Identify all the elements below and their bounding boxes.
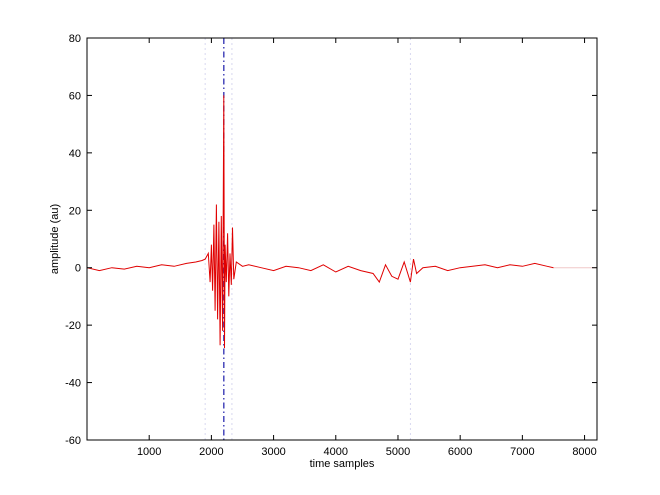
y-axis-label: amplitude (au)	[49, 204, 61, 274]
series-line-0	[86, 95, 554, 349]
x-tick-label-8000: 8000	[572, 446, 596, 458]
x-tick-label-1000: 1000	[137, 446, 161, 458]
y-tick-label-20: 20	[69, 205, 81, 217]
y-tick-label-60: 60	[69, 90, 81, 102]
series-group	[86, 95, 597, 349]
plot-frame	[86, 37, 598, 441]
y-tick-label-0: 0	[75, 263, 81, 275]
x-tick-label-4000: 4000	[324, 446, 348, 458]
x-axis-label: time samples	[310, 458, 375, 470]
faint-guide-lines	[204, 38, 411, 440]
y-tick-label--40: -40	[65, 378, 81, 390]
x-tick-label-3000: 3000	[261, 446, 285, 458]
y-tick-label-40: 40	[69, 148, 81, 160]
x-tick-label-5000: 5000	[386, 446, 410, 458]
axis-ticks: 1000 2000 3000 4000 5000 6000 7000 8000 -60 -40 -2…	[65, 33, 597, 458]
y-tick-label--60: -60	[65, 435, 81, 447]
x-tick-label-2000: 2000	[199, 446, 223, 458]
y-tick-label-80: 80	[69, 33, 81, 45]
y-tick-label--20: -20	[65, 320, 81, 332]
x-tick-label-6000: 6000	[448, 446, 472, 458]
x-tick-label-7000: 7000	[510, 446, 534, 458]
